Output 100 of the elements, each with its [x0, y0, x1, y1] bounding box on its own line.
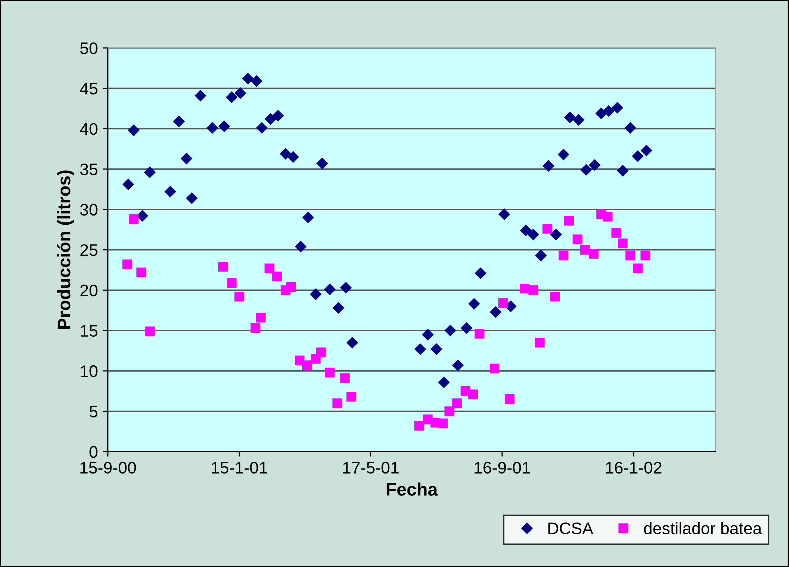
- point: [272, 110, 284, 122]
- point: [452, 398, 462, 408]
- point: [264, 113, 277, 126]
- point: [128, 124, 140, 136]
- point: [414, 343, 426, 356]
- point: [164, 186, 176, 198]
- point: [632, 150, 644, 162]
- y-tick-label: 25: [80, 244, 98, 256]
- x-tick-label: 15-1-01: [212, 462, 268, 474]
- y-tick-label: 45: [80, 83, 98, 95]
- point: [287, 151, 300, 164]
- point: [194, 90, 207, 102]
- point: [535, 250, 548, 262]
- point: [173, 116, 186, 128]
- point: [180, 152, 193, 165]
- point: [558, 250, 569, 261]
- point: [474, 268, 487, 280]
- point: [206, 122, 218, 134]
- x-axis-title: Fecha: [386, 482, 438, 496]
- y-tick-label: 10: [81, 366, 98, 378]
- point: [129, 214, 139, 224]
- point: [430, 343, 443, 356]
- point: [145, 326, 155, 336]
- point: [603, 105, 615, 118]
- point: [603, 212, 613, 222]
- point: [316, 158, 328, 170]
- point: [617, 165, 629, 177]
- point: [550, 292, 560, 302]
- y-axis-title: Producción (litros): [57, 170, 74, 330]
- y-tick-label: 30: [80, 204, 98, 216]
- point: [264, 264, 275, 274]
- point: [490, 306, 502, 318]
- point: [624, 122, 636, 134]
- point: [340, 282, 352, 294]
- point: [346, 392, 356, 402]
- point: [234, 292, 244, 302]
- point: [280, 148, 292, 160]
- y-tick-label: 0: [90, 446, 98, 458]
- x-tick-label: 16-9-01: [474, 462, 530, 474]
- point: [612, 102, 624, 114]
- point: [332, 302, 344, 314]
- point: [580, 164, 592, 176]
- y-tick-label: 5: [90, 406, 98, 418]
- point: [256, 122, 268, 134]
- point: [332, 398, 342, 408]
- point: [564, 112, 576, 124]
- x-tick-label: 15-9-00: [80, 462, 136, 474]
- x-tick-label: 17-5-01: [343, 462, 399, 474]
- point: [498, 208, 510, 220]
- point: [186, 192, 198, 204]
- point: [310, 288, 322, 300]
- point: [589, 159, 601, 172]
- point: [474, 329, 485, 339]
- point: [633, 264, 643, 274]
- legend-label: destilador batea: [644, 522, 762, 535]
- point: [542, 160, 555, 172]
- point: [414, 421, 424, 431]
- point: [316, 348, 326, 358]
- point: [444, 324, 457, 337]
- y-tick-label: 20: [80, 284, 98, 297]
- point: [302, 360, 312, 370]
- point: [558, 148, 570, 161]
- point: [340, 374, 350, 384]
- point: [438, 418, 448, 428]
- point: [226, 92, 238, 104]
- point: [234, 88, 246, 100]
- point: [324, 284, 336, 296]
- y-tick-label: 50: [80, 42, 98, 54]
- point: [505, 394, 515, 404]
- point: [242, 72, 254, 85]
- point: [542, 224, 552, 234]
- point: [136, 210, 148, 222]
- point: [498, 298, 508, 308]
- point: [618, 238, 628, 248]
- point: [250, 75, 263, 88]
- point: [438, 376, 450, 388]
- point: [564, 216, 574, 226]
- point: [460, 322, 473, 334]
- point: [444, 406, 454, 416]
- point: [535, 338, 545, 348]
- point: [580, 245, 590, 255]
- point: [520, 224, 532, 237]
- x-tick-label: 16-1-02: [606, 462, 662, 474]
- y-tick-label: 35: [80, 164, 98, 176]
- point: [422, 328, 434, 341]
- point: [302, 212, 314, 224]
- point: [218, 262, 228, 272]
- point: [295, 240, 307, 253]
- legend-label: DCSA: [548, 522, 594, 535]
- point: [286, 282, 296, 292]
- point: [250, 324, 261, 334]
- point: [227, 278, 237, 288]
- point: [640, 144, 653, 157]
- point: [490, 364, 500, 374]
- point: [589, 249, 599, 259]
- point: [256, 313, 266, 323]
- point: [452, 360, 464, 372]
- point: [346, 337, 359, 349]
- point: [528, 228, 540, 241]
- point: [218, 120, 230, 132]
